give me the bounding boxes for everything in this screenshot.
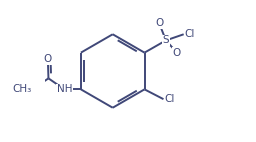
Text: O: O (44, 54, 52, 64)
Text: Cl: Cl (184, 29, 195, 39)
Text: NH: NH (57, 84, 72, 94)
Text: S: S (163, 35, 169, 45)
Text: O: O (155, 18, 163, 28)
Text: CH₃: CH₃ (12, 84, 31, 94)
Text: Cl: Cl (164, 94, 174, 104)
Text: O: O (173, 48, 181, 58)
